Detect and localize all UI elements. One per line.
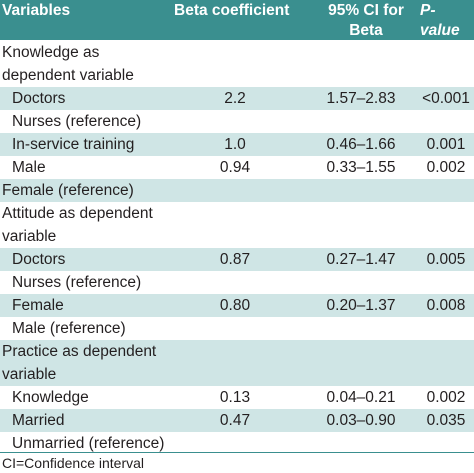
row-label: Male <box>12 159 46 176</box>
table-header: Variables Beta coefficient 95% CI for Be… <box>0 0 474 40</box>
row-label: Female (reference) <box>2 182 134 199</box>
row-label: Female <box>12 297 64 314</box>
row-label: Doctors <box>12 251 66 268</box>
header-ci-line2: Beta <box>349 22 383 39</box>
table-row: dependent variable <box>0 64 474 87</box>
footnote: CI=Confidence interval <box>2 455 145 471</box>
row-ci: 1.57–2.83 <box>326 90 396 107</box>
table-row: Knowledge as <box>0 41 474 64</box>
table-row: Doctors 2.2 1.57–2.83 <0.001 <box>0 87 474 110</box>
row-label: Male (reference) <box>12 320 126 337</box>
header-variables: Variables <box>2 2 71 19</box>
table-row: In-service training 1.0 0.46–1.66 0.001 <box>0 133 474 156</box>
table-row: Nurses (reference) <box>0 110 474 133</box>
table-row: Attitude as dependent <box>0 202 474 225</box>
row-p-value: 0.001 <box>426 136 466 153</box>
row-label: Practice as dependent <box>2 343 157 360</box>
table-row: Married 0.47 0.03–0.90 0.035 <box>0 409 474 432</box>
table-row: Doctors 0.87 0.27–1.47 0.005 <box>0 248 474 271</box>
header-p-value: P-value <box>420 2 460 39</box>
table-row: Knowledge 0.13 0.04–0.21 0.002 <box>0 386 474 409</box>
row-label: Unmarried (reference) <box>12 435 165 452</box>
table-row: Female 0.80 0.20–1.37 0.008 <box>0 294 474 317</box>
row-p-value: 0.005 <box>426 251 466 268</box>
table-row: Unmarried (reference) <box>0 432 474 455</box>
table-row: variable <box>0 225 474 248</box>
row-ci: 0.20–1.37 <box>326 297 396 314</box>
row-p-value: <0.001 <box>422 90 470 107</box>
row-p-value: 0.035 <box>426 412 466 429</box>
row-beta: 0.80 <box>219 297 251 314</box>
row-label: Knowledge <box>12 389 89 406</box>
row-label: Doctors <box>12 90 66 107</box>
row-beta: 1.0 <box>224 136 246 153</box>
header-beta: Beta coefficient <box>174 2 290 19</box>
row-p-value: 0.008 <box>426 297 466 314</box>
row-p-value: 0.002 <box>426 159 466 176</box>
row-ci: 0.04–0.21 <box>326 389 396 406</box>
row-beta: 0.94 <box>219 159 251 176</box>
row-beta: 2.2 <box>224 90 246 107</box>
row-label: Attitude as dependent <box>2 205 153 222</box>
row-label: Knowledge as <box>2 44 100 61</box>
table-row: Male (reference) <box>0 317 474 340</box>
header-ci-line1: 95% CI for <box>328 2 404 19</box>
table-row: Male 0.94 0.33–1.55 0.002 <box>0 156 474 179</box>
table-row: Female (reference) <box>0 179 474 202</box>
row-p-value: 0.002 <box>426 389 466 406</box>
row-beta: 0.13 <box>219 389 251 406</box>
row-beta: 0.87 <box>219 251 251 268</box>
header-ci: 95% CI for Beta <box>316 1 416 41</box>
row-label: In-service training <box>12 136 135 153</box>
row-label: variable <box>2 366 57 383</box>
row-beta: 0.47 <box>219 412 251 429</box>
row-ci: 0.46–1.66 <box>326 136 396 153</box>
row-ci: 0.03–0.90 <box>326 412 396 429</box>
table-row: variable <box>0 363 474 386</box>
row-label: Married <box>12 412 65 429</box>
row-label: Nurses (reference) <box>12 274 142 291</box>
table-row: Practice as dependent <box>0 340 474 363</box>
row-label: dependent variable <box>2 67 134 84</box>
footnote-rule <box>0 452 474 453</box>
row-ci: 0.27–1.47 <box>326 251 396 268</box>
row-label: variable <box>2 228 57 245</box>
table-row: Nurses (reference) <box>0 271 474 294</box>
row-ci: 0.33–1.55 <box>326 159 396 176</box>
row-label: Nurses (reference) <box>12 113 142 130</box>
